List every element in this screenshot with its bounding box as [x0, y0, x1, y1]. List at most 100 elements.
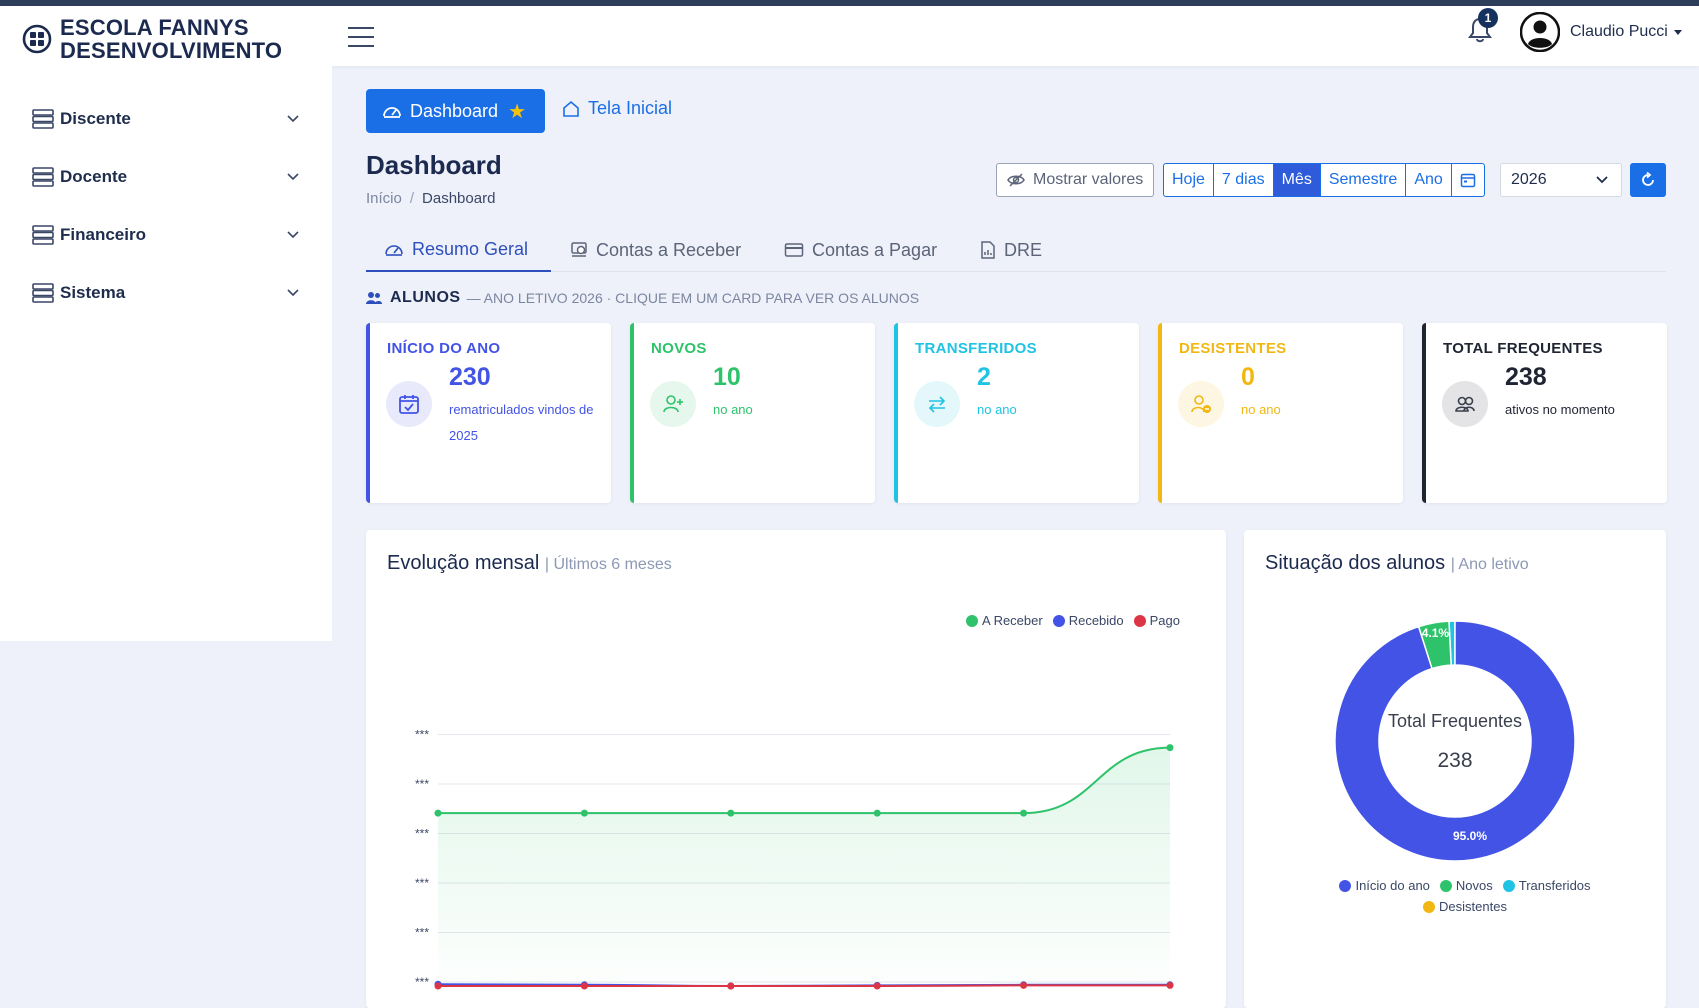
- server-stack-icon: [32, 283, 54, 303]
- users-icon: [1455, 396, 1475, 412]
- slice-inicio-do-ano: [1334, 620, 1576, 862]
- card-title: DESISTENTES: [1179, 340, 1287, 357]
- card-accent: [630, 323, 634, 503]
- refresh-button[interactable]: [1630, 163, 1666, 197]
- card-accent: [894, 323, 898, 503]
- cash-register-icon: [571, 242, 587, 257]
- legend-item-transferidos[interactable]: Transferidos: [1502, 878, 1591, 893]
- card-icon-circle: [1178, 381, 1224, 427]
- breadcrumb-home[interactable]: Início: [366, 190, 402, 207]
- card-subtitle: no ano: [977, 402, 1017, 417]
- period-filter-group: Hoje 7 dias Mês Semestre Ano: [1163, 163, 1485, 197]
- tab-label: Contas a Pagar: [812, 239, 938, 260]
- dashboard-button[interactable]: Dashboard ★: [366, 89, 545, 133]
- star-icon: ★: [508, 100, 526, 123]
- tab-resumo-geral[interactable]: Resumo Geral: [366, 228, 551, 272]
- brand[interactable]: ESCOLA FANNYS DESENVOLVIMENTO: [22, 16, 282, 62]
- user-name: Claudio Pucci: [1570, 23, 1668, 40]
- notification-badge: 1: [1478, 8, 1498, 28]
- slice-label: 95.0%: [1453, 829, 1487, 843]
- donut-legend: Início do ano Novos Transferidos Desiste…: [1320, 878, 1620, 914]
- menu-toggle-icon[interactable]: [346, 22, 376, 50]
- legend-label: Novos: [1455, 878, 1493, 893]
- panel-title-text: Situação dos alunos: [1265, 552, 1446, 574]
- card-inicio-do-ano[interactable]: INÍCIO DO ANO 230 rematriculados vindos …: [366, 323, 611, 503]
- legend-label: Pago: [1149, 613, 1181, 628]
- card-title: INÍCIO DO ANO: [387, 340, 501, 357]
- legend-item-pago[interactable]: Pago: [1133, 613, 1181, 628]
- user-menu[interactable]: Claudio Pucci: [1520, 12, 1682, 52]
- year-select[interactable]: 2026: [1500, 163, 1622, 197]
- tab-dre[interactable]: DRE: [980, 228, 1042, 272]
- period-7days-button[interactable]: 7 dias: [1214, 164, 1274, 196]
- card-total-frequentes[interactable]: TOTAL FREQUENTES 238 ativos no momento: [1422, 323, 1667, 503]
- y-tick-label: ***: [415, 728, 429, 742]
- sidebar-item-label: Discente: [60, 109, 131, 128]
- card-novos[interactable]: NOVOS 10 no ano: [630, 323, 875, 503]
- top-bar: ESCOLA FANNYS DESENVOLVIMENTO: [0, 6, 1699, 66]
- chevron-down-icon: [287, 231, 299, 239]
- monthly-evolution-panel: Evolução mensal | Últimos 6 meses A Rece…: [366, 530, 1226, 1008]
- card-value: 238: [1505, 363, 1547, 391]
- legend-label: Início do ano: [1355, 878, 1430, 893]
- area-a-receber: [438, 747, 1170, 986]
- avatar: [1520, 12, 1560, 52]
- section-header: ALUNOS — ANO LETIVO 2026 · CLIQUE EM UM …: [366, 289, 919, 307]
- line-chart-legend: A Receber Recebido Pago: [966, 613, 1190, 628]
- calendar-check-icon: [399, 395, 419, 414]
- tab-contas-a-pagar[interactable]: Contas a Pagar: [784, 228, 937, 272]
- home-link[interactable]: Tela Inicial: [562, 98, 672, 119]
- data-point-pago: [1020, 981, 1028, 989]
- slice-label: 4.1%: [1422, 626, 1450, 640]
- sidebar-item-discente[interactable]: Discente: [32, 104, 300, 134]
- period-today-button[interactable]: Hoje: [1164, 164, 1214, 196]
- donut-center-label: Total Frequentes: [1388, 711, 1522, 731]
- data-point-pago: [434, 982, 442, 990]
- sidebar-item-docente[interactable]: Docente: [32, 162, 300, 192]
- data-point-a-receber: [434, 809, 442, 817]
- chevron-down-icon: [287, 289, 299, 297]
- period-month-button[interactable]: Mês: [1273, 164, 1321, 196]
- legend-item-recebido[interactable]: Recebido: [1052, 613, 1124, 628]
- legend-item-desistentes[interactable]: Desistentes: [1423, 899, 1507, 914]
- data-point-a-receber: [1166, 744, 1174, 752]
- sidebar-item-label: Financeiro: [60, 225, 146, 244]
- calendar-icon: [1460, 173, 1476, 188]
- data-point-a-receber: [873, 809, 881, 817]
- show-values-button[interactable]: Mostrar valores: [996, 163, 1154, 197]
- sidebar-item-sistema[interactable]: Sistema: [32, 278, 300, 308]
- show-values-label: Mostrar valores: [1033, 171, 1144, 188]
- sidebar-item-label: Sistema: [60, 283, 126, 302]
- gauge-icon: [383, 107, 401, 118]
- server-stack-icon: [32, 167, 54, 187]
- card-value: 0: [1241, 363, 1255, 391]
- y-tick-label: ***: [415, 926, 429, 940]
- legend-item-a-receber[interactable]: A Receber: [966, 613, 1043, 628]
- report-icon: [981, 241, 995, 259]
- y-tick-label: ***: [415, 777, 429, 791]
- card-icon-circle: [386, 381, 432, 427]
- tab-contas-a-receber[interactable]: Contas a Receber: [570, 228, 741, 272]
- card-transferidos[interactable]: TRANSFERIDOS 2 no ano: [894, 323, 1139, 503]
- period-semester-button[interactable]: Semestre: [1321, 164, 1407, 196]
- eye-off-icon: [1007, 173, 1025, 187]
- sidebar-item-financeiro[interactable]: Financeiro: [32, 220, 300, 250]
- panel-title: Situação dos alunos | Ano letivo: [1265, 552, 1529, 575]
- card-subtitle: no ano: [713, 402, 753, 417]
- card-subtitle: ativos no momento: [1505, 402, 1615, 417]
- chevron-down-icon: [1673, 29, 1682, 35]
- card-desistentes[interactable]: DESISTENTES 0 no ano: [1158, 323, 1403, 503]
- panel-subtitle: | Últimos 6 meses: [544, 556, 672, 573]
- period-year-button[interactable]: Ano: [1406, 164, 1452, 196]
- home-icon: [563, 100, 579, 117]
- chevron-down-icon: [287, 173, 299, 181]
- legend-item-novos[interactable]: Novos: [1439, 878, 1493, 893]
- section-title: ALUNOS: [390, 289, 461, 306]
- transfer-arrows-icon: [928, 396, 946, 413]
- tab-label: DRE: [1004, 239, 1043, 260]
- legend-item-inicio-do-ano[interactable]: Início do ano: [1339, 878, 1430, 893]
- custom-date-button[interactable]: [1452, 164, 1484, 196]
- page-title: Dashboard: [366, 150, 502, 180]
- data-point-pago: [727, 982, 735, 990]
- series-line-pago: [438, 984, 1170, 988]
